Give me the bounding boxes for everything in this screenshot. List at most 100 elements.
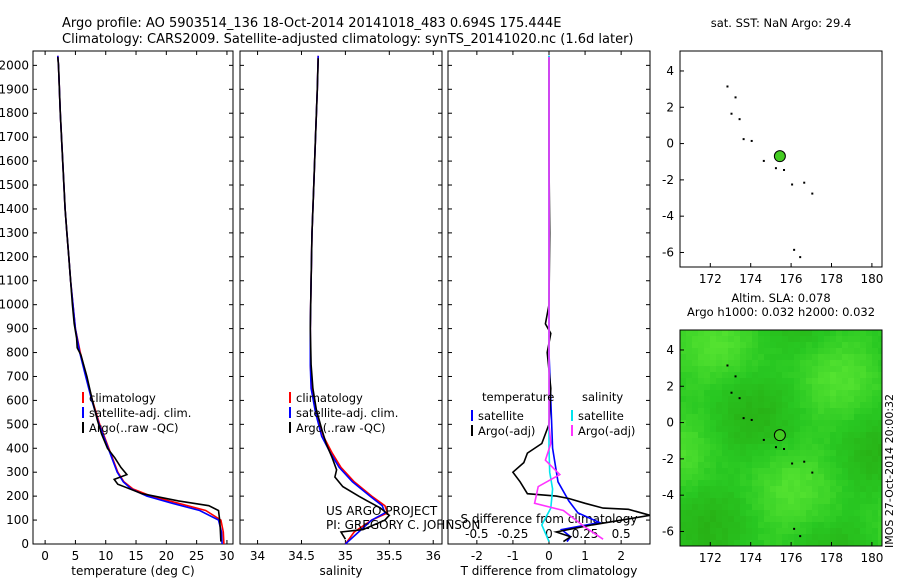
heatmap-cell: [680, 480, 686, 486]
y-tick-label: 1700: [0, 130, 29, 144]
heatmap-cell: [716, 390, 722, 396]
heatmap-cell: [806, 492, 812, 498]
heatmap-cell: [782, 516, 788, 522]
heatmap-cell: [788, 384, 794, 390]
heatmap-cell: [830, 432, 836, 438]
x-tick-label: 172: [699, 551, 722, 565]
heatmap-cell: [770, 432, 776, 438]
heatmap-cell: [782, 378, 788, 384]
heatmap-cell: [764, 402, 770, 408]
heatmap-cell: [782, 486, 788, 492]
heatmap-cell: [752, 402, 758, 408]
heatmap-cell: [770, 354, 776, 360]
heatmap-cell: [812, 372, 818, 378]
legend-label: satellite: [478, 409, 524, 423]
heatmap-cell: [770, 504, 776, 510]
heatmap-cell: [722, 384, 728, 390]
heatmap-cell: [818, 360, 824, 366]
heatmap-cell: [878, 426, 882, 432]
heatmap-cell: [710, 330, 716, 336]
heatmap-cell: [752, 468, 758, 474]
heatmap-cell: [818, 462, 824, 468]
heatmap-cell: [812, 384, 818, 390]
heatmap-cell: [854, 456, 860, 462]
heatmap-cell: [878, 480, 882, 486]
heatmap-cell: [806, 420, 812, 426]
heatmap-cell: [818, 384, 824, 390]
heatmap-cell: [776, 474, 782, 480]
x-tick-label: 178: [820, 272, 843, 286]
heatmap-cell: [758, 402, 764, 408]
heatmap-cell: [854, 426, 860, 432]
legend-label: Argo(..raw -QC): [296, 421, 386, 435]
heatmap-cell: [710, 522, 716, 528]
heatmap-cell: [836, 498, 842, 504]
heatmap-cell: [824, 510, 830, 516]
heatmap-cell: [746, 456, 752, 462]
heatmap-cell: [824, 534, 830, 540]
heatmap-cell: [800, 516, 806, 522]
heatmap-cell: [854, 402, 860, 408]
heatmap-cell: [806, 426, 812, 432]
heatmap-cell: [758, 336, 764, 342]
heatmap-cell: [860, 504, 866, 510]
heatmap-cell: [782, 420, 788, 426]
legend-title-salinity: salinity: [582, 390, 623, 404]
heatmap-cell: [764, 414, 770, 420]
heatmap-cell: [818, 378, 824, 384]
heatmap-cell: [692, 504, 698, 510]
heatmap-cell: [686, 456, 692, 462]
heatmap-cell: [698, 366, 704, 372]
x-tick-label: 34.5: [288, 549, 315, 563]
heatmap-cell: [710, 516, 716, 522]
heatmap-cell: [770, 366, 776, 372]
heatmap-cell: [770, 528, 776, 534]
heatmap-cell: [734, 336, 740, 342]
heatmap-cell: [764, 456, 770, 462]
heatmap-cell: [680, 408, 686, 414]
heatmap-cell: [710, 474, 716, 480]
heatmap-cell: [782, 426, 788, 432]
heatmap-cell: [872, 420, 878, 426]
heatmap-cell: [872, 474, 878, 480]
heatmap-cell: [746, 396, 752, 402]
heatmap-cell: [842, 402, 848, 408]
heatmap-cell: [692, 348, 698, 354]
heatmap-cell: [788, 348, 794, 354]
heatmap-cell: [836, 474, 842, 480]
heatmap-cell: [752, 480, 758, 486]
heatmap-cell: [698, 468, 704, 474]
y-tick-label: 1100: [0, 274, 29, 288]
heatmap-cell: [686, 414, 692, 420]
heatmap-cell: [794, 348, 800, 354]
float-location-marker: [773, 429, 786, 442]
heatmap-cell: [764, 480, 770, 486]
heatmap-cell: [794, 330, 800, 336]
heatmap-cell: [812, 360, 818, 366]
heatmap-cell: [728, 468, 734, 474]
heatmap-cell: [728, 378, 734, 384]
heatmap-cell: [752, 540, 758, 546]
heatmap-cell: [722, 390, 728, 396]
heatmap-cell: [776, 534, 782, 540]
heatmap-cell: [704, 510, 710, 516]
heatmap-cell: [830, 330, 836, 336]
heatmap-cell: [716, 432, 722, 438]
heatmap-cell: [854, 408, 860, 414]
y-tick-label: -6: [662, 245, 674, 259]
heatmap-cell: [686, 462, 692, 468]
heatmap-cell: [728, 402, 734, 408]
heatmap-cell: [836, 492, 842, 498]
heatmap-cell: [818, 504, 824, 510]
heatmap-cell: [728, 456, 734, 462]
legend-label: Argo(..raw -QC): [89, 421, 179, 435]
heatmap-cell: [722, 450, 728, 456]
heatmap-cell: [692, 336, 698, 342]
island-mark: [783, 168, 786, 171]
heatmap-cell: [848, 444, 854, 450]
heatmap-cell: [740, 384, 746, 390]
heatmap-cell: [818, 390, 824, 396]
heatmap-cell: [842, 456, 848, 462]
heatmap-cell: [800, 342, 806, 348]
heatmap-cell: [770, 480, 776, 486]
